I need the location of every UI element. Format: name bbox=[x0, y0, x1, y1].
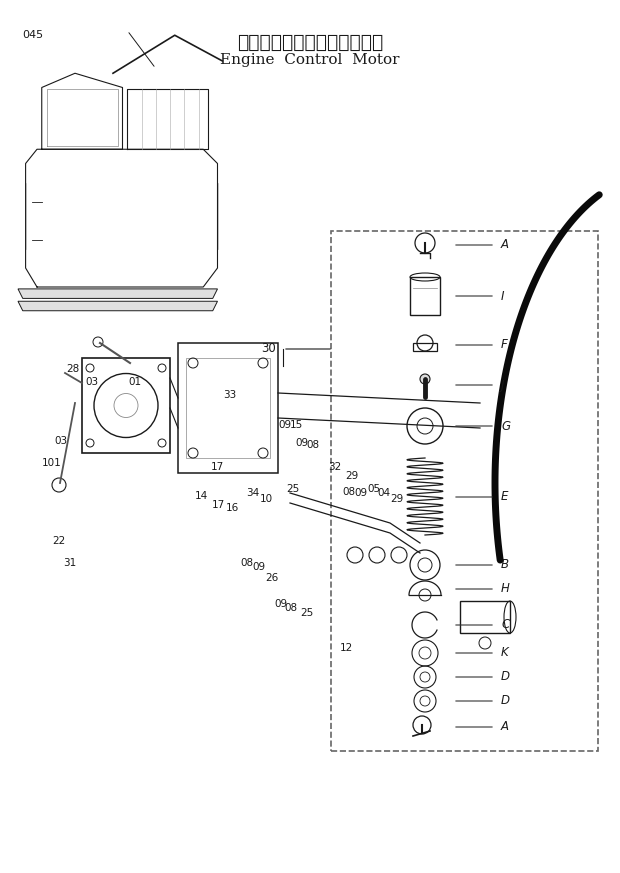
Text: 09: 09 bbox=[252, 562, 266, 573]
Text: 29: 29 bbox=[345, 471, 359, 481]
Text: 08: 08 bbox=[306, 440, 320, 450]
Text: H: H bbox=[501, 582, 510, 595]
Bar bbox=[178, 343, 278, 473]
Text: 08: 08 bbox=[285, 603, 298, 614]
Text: 34: 34 bbox=[246, 488, 260, 498]
Text: D: D bbox=[501, 695, 510, 707]
Text: C: C bbox=[501, 618, 509, 631]
Text: B: B bbox=[501, 559, 509, 572]
Text: 09: 09 bbox=[278, 420, 292, 430]
Text: 33: 33 bbox=[223, 390, 236, 401]
Text: 26: 26 bbox=[265, 573, 278, 583]
Text: 29: 29 bbox=[390, 494, 404, 505]
Text: D: D bbox=[501, 670, 510, 684]
Text: A: A bbox=[501, 720, 509, 733]
Text: J: J bbox=[501, 379, 505, 391]
Text: 10: 10 bbox=[260, 494, 273, 505]
Text: 32: 32 bbox=[328, 462, 342, 472]
Text: Engine  Control  Motor: Engine Control Motor bbox=[220, 53, 400, 67]
Text: G: G bbox=[501, 420, 510, 432]
Text: 04: 04 bbox=[378, 488, 391, 498]
Bar bbox=[186, 358, 270, 458]
Text: 101: 101 bbox=[42, 457, 61, 468]
Text: 03: 03 bbox=[85, 376, 99, 387]
Text: エンジンコントロールモータ: エンジンコントロールモータ bbox=[237, 33, 383, 52]
Text: 09: 09 bbox=[354, 488, 368, 498]
Text: K: K bbox=[501, 647, 509, 659]
Text: 17: 17 bbox=[211, 499, 225, 510]
Text: 01: 01 bbox=[128, 377, 142, 388]
Text: 14: 14 bbox=[195, 491, 208, 501]
Circle shape bbox=[420, 374, 430, 384]
Text: I: I bbox=[501, 290, 505, 303]
Text: 12: 12 bbox=[339, 643, 353, 653]
Text: 03: 03 bbox=[54, 436, 68, 446]
Text: 25: 25 bbox=[286, 484, 299, 494]
Polygon shape bbox=[18, 301, 218, 311]
Text: 22: 22 bbox=[52, 536, 66, 546]
Text: E: E bbox=[501, 491, 508, 504]
Text: 09: 09 bbox=[295, 438, 309, 449]
Text: 16: 16 bbox=[226, 503, 239, 513]
Text: 09: 09 bbox=[274, 599, 288, 609]
Text: 30: 30 bbox=[261, 342, 276, 355]
Text: 31: 31 bbox=[63, 558, 76, 568]
Text: 045: 045 bbox=[22, 30, 43, 40]
Text: F: F bbox=[501, 339, 508, 352]
Text: 28: 28 bbox=[66, 364, 80, 375]
Bar bbox=[413, 343, 437, 351]
Bar bbox=[460, 601, 510, 633]
Text: 15: 15 bbox=[290, 420, 303, 430]
Text: A: A bbox=[501, 238, 509, 251]
Text: 05: 05 bbox=[367, 484, 381, 494]
Bar bbox=[331, 231, 598, 751]
Text: 08: 08 bbox=[342, 487, 356, 498]
Text: 08: 08 bbox=[240, 558, 254, 568]
Text: 17: 17 bbox=[210, 462, 224, 472]
Bar bbox=[410, 277, 440, 315]
Polygon shape bbox=[18, 289, 218, 299]
Text: 25: 25 bbox=[300, 608, 314, 618]
